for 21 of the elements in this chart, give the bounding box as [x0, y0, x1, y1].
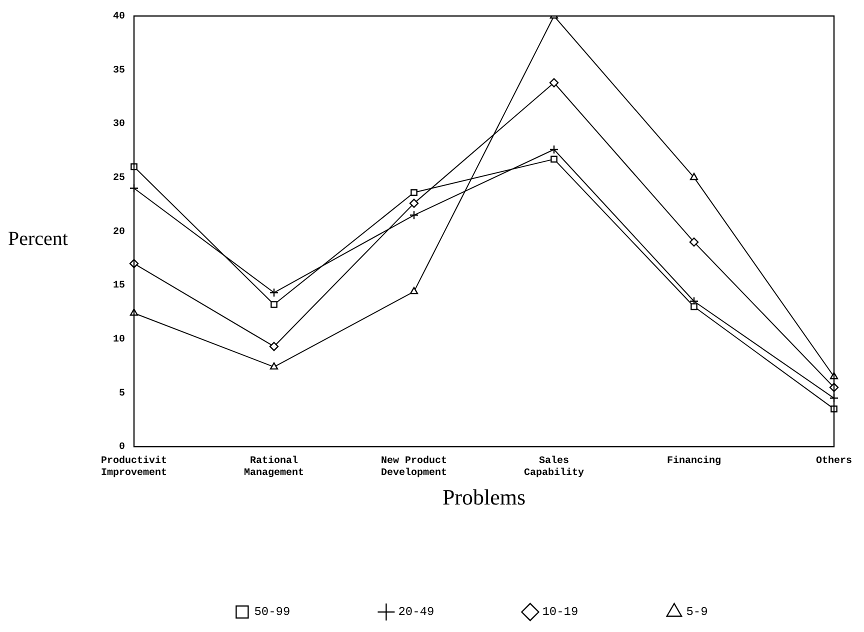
x-tick-label: New Product Development	[380, 455, 448, 480]
y-tick-label: 10	[112, 334, 125, 346]
x-tick-label: Financing	[666, 455, 722, 468]
x-tick-label: Rational Management	[244, 455, 304, 480]
y-tick-label: 35	[112, 65, 125, 76]
y-tick-label: 40	[112, 12, 125, 23]
legend-label: 10-19	[542, 605, 578, 620]
y-tick-label: 0	[118, 442, 125, 454]
legend-label: 50-99	[254, 605, 290, 620]
y-tick-label: 30	[112, 119, 125, 130]
y-axis-title: Percent	[8, 228, 68, 251]
x-tick-label: Sales Capability	[524, 455, 584, 480]
legend-label: 5-9	[686, 605, 708, 620]
x-tick-label: Productivit Improvement	[100, 455, 168, 480]
y-tick-label: 5	[118, 388, 125, 400]
x-tick-label: Others	[816, 455, 852, 468]
x-axis-title: Problems	[442, 484, 526, 510]
y-tick-label: 20	[112, 226, 125, 238]
y-tick-label: 15	[112, 280, 125, 292]
y-tick-label: 25	[112, 172, 125, 184]
legend-label: 20-49	[398, 605, 434, 620]
